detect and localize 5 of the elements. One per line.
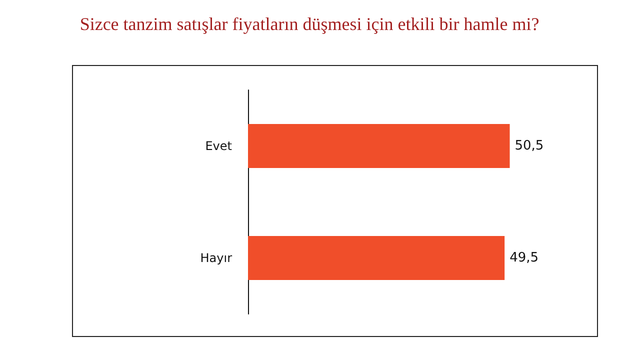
data-label: 49,5 [510,250,539,266]
data-label: 50,5 [514,138,544,154]
y-tick-label: Hayır [200,251,232,265]
y-tick-label: Evet [205,139,232,153]
chart-title: Sizce tanzim satışlar fiyatların düşmesi için etkili bir hamle mi? [80,14,540,34]
